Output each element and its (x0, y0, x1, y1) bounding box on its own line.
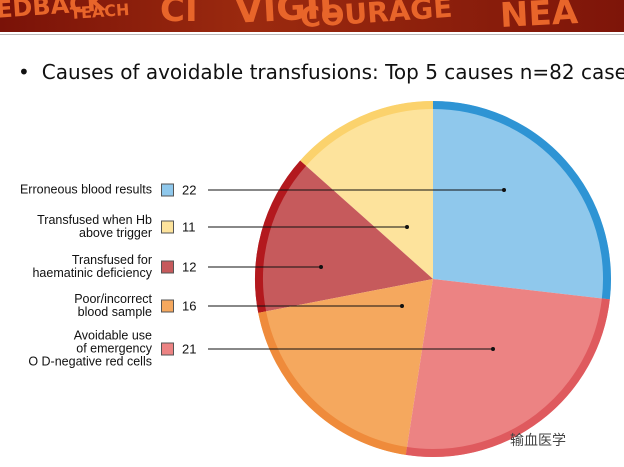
legend-label: Erroneous blood results (19, 182, 152, 197)
data-label: 11 (182, 219, 196, 235)
pie-edge (432, 101, 611, 300)
pie-edge (258, 311, 408, 455)
leader-dot (319, 265, 323, 269)
pie-slice (433, 101, 611, 300)
legend-label: Transfused when Hb above trigger (37, 213, 152, 240)
rule (0, 34, 624, 35)
data-label: 21 (182, 341, 197, 357)
legend-label: Avoidable use of emergency O D-negative … (28, 328, 152, 369)
legend-swatch (161, 299, 174, 313)
legend-label: Transfused for haematinic deficiency (32, 253, 152, 280)
pie-edge (405, 298, 610, 457)
pie-edge (300, 101, 434, 166)
watermark: 输血医学 (510, 432, 566, 448)
data-label: 22 (182, 182, 197, 198)
legend-swatch (161, 220, 174, 234)
chart-title: Causes of avoidable transfusions: Top 5 … (41, 60, 624, 84)
title: • Causes of avoidable transfusions: Top 5… (18, 60, 624, 84)
leader-dot (491, 347, 495, 351)
leader-dot (400, 304, 404, 308)
pie-slice (254, 160, 433, 313)
legend-swatch (161, 342, 174, 356)
legend-label: Poor/incorrect blood sample (74, 292, 152, 319)
pie-edge (255, 160, 307, 313)
pie-slice (405, 279, 610, 457)
leader-dot (405, 225, 409, 229)
data-label: 12 (182, 259, 197, 275)
legend-swatch (161, 260, 174, 274)
banner-word: CI (160, 0, 198, 30)
data-label: 16 (182, 298, 197, 314)
banner: EDBACK TEACH CI VIGIL COURAGE NEA (0, 0, 624, 32)
pie-slice (258, 279, 433, 455)
legend-swatch (161, 183, 174, 197)
leader-dot (502, 188, 506, 192)
